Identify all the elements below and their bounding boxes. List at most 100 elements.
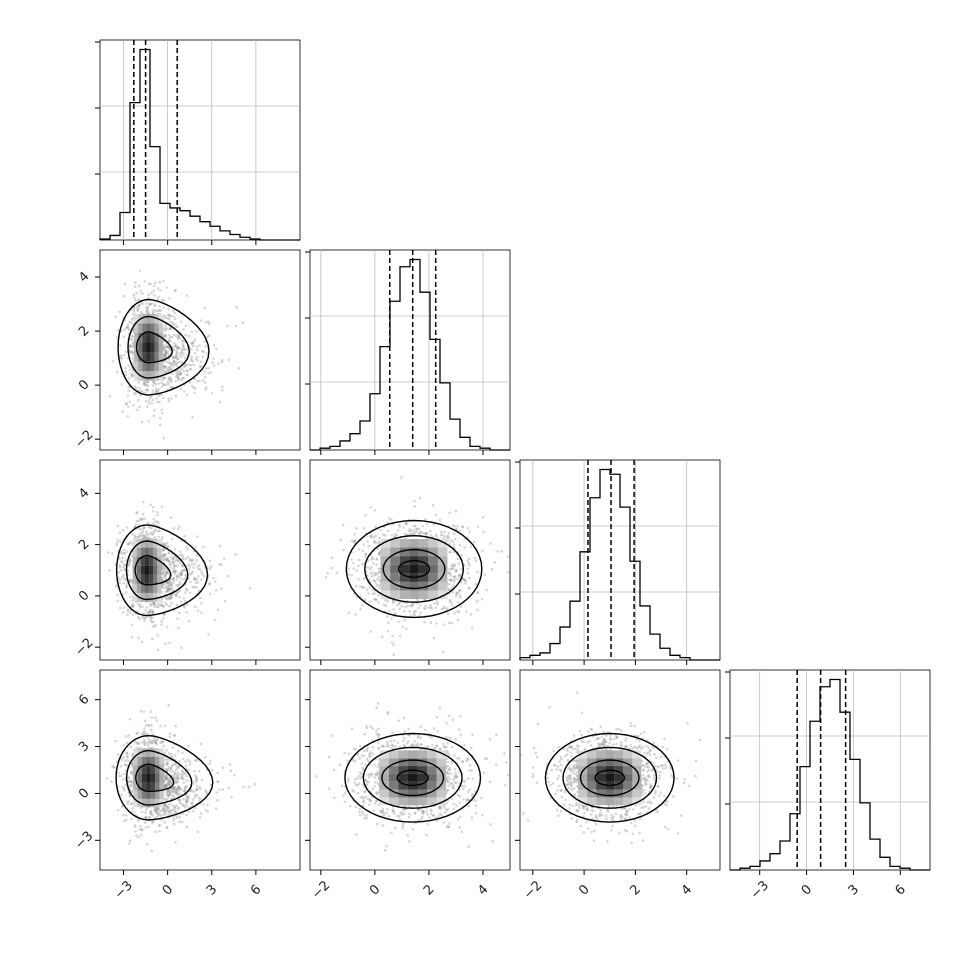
scatter-point xyxy=(168,758,171,762)
scatter-point xyxy=(171,557,175,561)
scatter-point xyxy=(164,571,168,575)
scatter-point xyxy=(173,771,176,774)
scatter-point xyxy=(167,345,170,348)
scatter-point xyxy=(165,762,169,765)
scatter-point xyxy=(118,563,122,567)
scatter-point xyxy=(425,531,429,535)
density-cell xyxy=(437,547,448,557)
scatter-point xyxy=(474,799,478,802)
scatter-point xyxy=(150,716,154,719)
scatter-point xyxy=(352,747,356,751)
scatter-point xyxy=(182,328,185,331)
scatter-point xyxy=(143,743,147,746)
scatter-point xyxy=(208,592,212,595)
scatter-point xyxy=(170,601,173,605)
scatter-point xyxy=(205,352,209,355)
scatter-point xyxy=(135,511,138,515)
density-cell xyxy=(138,323,143,333)
scatter-point xyxy=(165,826,169,829)
scatter-point xyxy=(453,564,456,567)
scatter-point xyxy=(166,380,170,384)
scatter-point xyxy=(195,345,199,348)
pair-panel-1-3: −2 0 2 4 xyxy=(305,669,511,902)
scatter-point xyxy=(452,584,455,587)
scatter-point xyxy=(110,780,113,783)
scatter-point xyxy=(188,367,192,371)
scatter-point xyxy=(372,540,376,544)
scatter-point xyxy=(179,788,183,792)
scatter-point xyxy=(130,764,134,768)
scatter-point xyxy=(173,317,177,321)
scatter-point xyxy=(142,729,146,733)
scatter-point xyxy=(357,564,360,568)
scatter-point xyxy=(173,787,176,790)
scatter-point xyxy=(458,588,461,592)
scatter-point xyxy=(137,381,140,384)
density-cell xyxy=(380,556,391,565)
density-cell xyxy=(134,361,139,372)
scatter-point xyxy=(170,372,174,376)
scatter-point xyxy=(166,559,170,562)
scatter-point xyxy=(396,741,400,745)
scatter-point xyxy=(122,577,126,580)
scatter-point xyxy=(324,575,328,579)
scatter-point xyxy=(173,289,177,293)
scatter-point xyxy=(151,732,154,735)
scatter-point xyxy=(121,777,125,781)
scatter-point xyxy=(141,615,144,619)
scatter-point xyxy=(195,779,199,783)
scatter-point xyxy=(142,616,146,619)
scatter-point xyxy=(182,348,186,351)
scatter-point xyxy=(176,776,180,780)
scatter-point xyxy=(159,741,163,745)
scatter-point xyxy=(145,383,148,387)
scatter-point xyxy=(367,592,370,595)
density-cell xyxy=(428,538,438,548)
scatter-point xyxy=(450,566,454,570)
scatter-point xyxy=(183,805,187,809)
scatter-point xyxy=(361,585,364,589)
scatter-point xyxy=(158,823,162,827)
scatter-point xyxy=(386,629,390,633)
scatter-point xyxy=(411,604,415,607)
scatter-point xyxy=(178,347,181,350)
scatter-point xyxy=(189,580,192,584)
scatter-point xyxy=(128,717,132,721)
scatter-point xyxy=(162,369,166,373)
scatter-point xyxy=(170,582,173,585)
scatter-point xyxy=(506,555,510,558)
scatter-point xyxy=(184,760,187,763)
scatter-point xyxy=(166,797,169,800)
scatter-point xyxy=(371,571,375,575)
scatter-point xyxy=(140,420,144,424)
scatter-point xyxy=(330,556,334,559)
scatter-point xyxy=(144,808,148,812)
scatter-point xyxy=(144,826,148,829)
scatter-point xyxy=(176,780,180,784)
scatter-point xyxy=(429,812,433,816)
scatter-point xyxy=(167,382,170,386)
scatter-point xyxy=(190,384,194,388)
scatter-point xyxy=(111,764,114,768)
scatter-point xyxy=(413,610,416,613)
scatter-point xyxy=(155,809,158,813)
scatter-point xyxy=(382,603,386,607)
scatter-point xyxy=(335,571,339,575)
scatter-point xyxy=(446,772,450,775)
scatter-point xyxy=(130,623,134,626)
scatter-point xyxy=(113,766,116,769)
scatter-point xyxy=(185,813,188,817)
scatter-point xyxy=(412,528,415,532)
scatter-point xyxy=(366,797,369,801)
scatter-point xyxy=(191,344,195,348)
scatter-point xyxy=(184,798,188,801)
scatter-point xyxy=(168,361,172,365)
scatter-point xyxy=(161,584,164,588)
scatter-point xyxy=(128,351,132,355)
scatter-point xyxy=(449,574,452,577)
scatter-point xyxy=(456,577,460,581)
scatter-point xyxy=(192,576,196,580)
scatter-point xyxy=(157,388,161,391)
scatter-point xyxy=(383,534,387,537)
density-cell xyxy=(142,313,147,324)
